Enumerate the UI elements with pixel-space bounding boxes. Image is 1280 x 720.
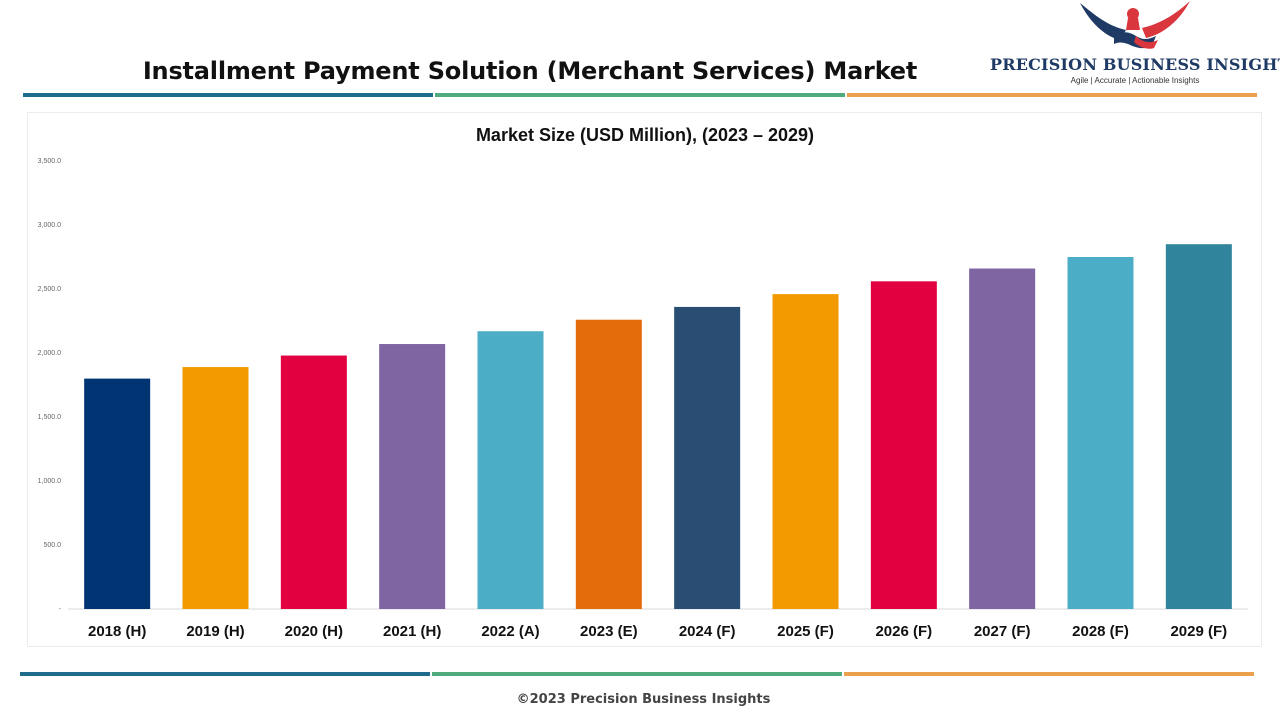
x-tick-label: 2019 (H): [186, 623, 244, 640]
header-rule-orange: [847, 93, 1257, 97]
bar: [772, 294, 839, 609]
x-tick-label: 2024 (F): [679, 623, 736, 640]
x-tick-label: 2028 (F): [1072, 623, 1129, 640]
x-tick-label: 2027 (F): [974, 623, 1031, 640]
y-tick-label: 3,500.0: [38, 158, 61, 165]
x-tick-label: 2026 (F): [875, 623, 932, 640]
footer-rule-blue: [20, 672, 430, 676]
footer-rule-green: [432, 672, 842, 676]
y-tick-label: -: [59, 606, 62, 613]
bar: [280, 355, 347, 609]
x-tick-label: 2021 (H): [383, 623, 441, 640]
bar: [674, 306, 741, 609]
y-tick-label: 1,000.0: [38, 478, 61, 485]
bar: [870, 281, 937, 609]
bar-chart: Market Size (USD Million), (2023 – 2029)…: [38, 125, 1248, 640]
y-tick-label: 2,000.0: [38, 350, 61, 357]
bar: [1165, 244, 1232, 609]
chart-title: Market Size (USD Million), (2023 – 2029): [476, 125, 814, 145]
y-tick-label: 3,000.0: [38, 222, 61, 229]
bar: [575, 319, 642, 609]
header-rule-blue: [23, 93, 433, 97]
brand-name: PRECISION BUSINESS INSIGHTS: [990, 55, 1280, 74]
chart-frame: Market Size (USD Million), (2023 – 2029)…: [27, 112, 1262, 647]
x-tick-label: 2023 (E): [580, 623, 638, 640]
bar: [969, 268, 1036, 609]
x-tick-label: 2029 (F): [1170, 623, 1227, 640]
brand-logo: PRECISION BUSINESS INSIGHTS Agile | Accu…: [990, 0, 1280, 92]
footer-rule-orange: [844, 672, 1254, 676]
bar: [182, 367, 249, 609]
footer-copyright: ©2023 Precision Business Insights: [516, 692, 771, 707]
y-tick-label: 500.0: [43, 542, 61, 549]
page-title: Installment Payment Solution (Merchant S…: [142, 57, 918, 85]
x-tick-label: 2025 (F): [777, 623, 834, 640]
bar: [84, 378, 151, 609]
bar: [379, 344, 446, 609]
y-tick-label: 2,500.0: [38, 286, 61, 293]
x-tick-label: 2018 (H): [88, 623, 146, 640]
x-tick-label: 2022 (A): [481, 623, 539, 640]
y-tick-label: 1,500.0: [38, 414, 61, 421]
bar: [1067, 257, 1134, 609]
x-tick-label: 2020 (H): [285, 623, 343, 640]
header-rule-green: [435, 93, 845, 97]
brand-tagline: Agile | Accurate | Actionable Insights: [1070, 76, 1200, 85]
bar: [477, 331, 544, 609]
eagle-handshake-icon: [1080, 1, 1190, 49]
